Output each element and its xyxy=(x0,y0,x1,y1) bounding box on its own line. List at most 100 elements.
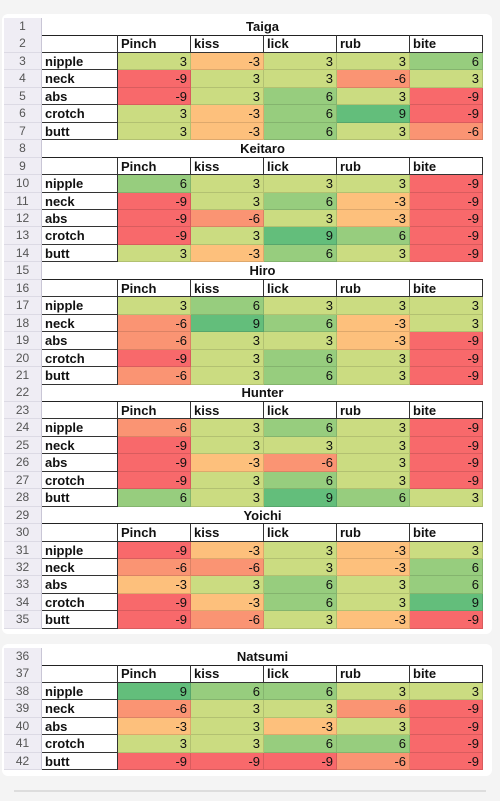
value-cell: -9 xyxy=(410,209,483,228)
value-cell: 6 xyxy=(118,175,191,193)
value-cell: 3 xyxy=(264,209,337,228)
column-header: bite xyxy=(410,157,483,176)
row-number: 32 xyxy=(4,558,42,577)
column-header: lick xyxy=(264,35,337,53)
value-cell: -9 xyxy=(410,611,483,629)
value-cell: -9 xyxy=(118,192,191,210)
value-cell: 9 xyxy=(410,593,483,612)
row-label: butt xyxy=(42,611,118,629)
column-header: bite xyxy=(410,35,483,53)
column-header: kiss xyxy=(191,35,264,53)
divider xyxy=(14,790,486,792)
value-cell: -3 xyxy=(337,558,410,577)
row-number: 24 xyxy=(4,419,42,437)
value-cell: -6 xyxy=(118,367,191,385)
value-cell: 6 xyxy=(337,735,410,753)
row-label: nipple xyxy=(42,52,118,71)
value-cell: 3 xyxy=(337,576,410,594)
value-cell: -9 xyxy=(410,419,483,437)
value-cell: -3 xyxy=(191,244,264,263)
row-label: abs xyxy=(42,332,118,350)
row-number: 19 xyxy=(4,332,42,350)
value-cell: -9 xyxy=(410,717,483,736)
row-number: 16 xyxy=(4,279,42,298)
row-number: 2 xyxy=(4,35,42,53)
value-cell: 6 xyxy=(264,314,337,333)
value-cell: 3 xyxy=(118,105,191,123)
value-cell: -9 xyxy=(118,70,191,88)
value-cell: -9 xyxy=(191,752,264,771)
row-label: neck xyxy=(42,436,118,455)
value-cell: 3 xyxy=(191,87,264,106)
column-header: rub xyxy=(337,157,410,176)
value-cell: -3 xyxy=(337,314,410,333)
value-cell: 9 xyxy=(264,489,337,507)
value-cell: 3 xyxy=(337,593,410,612)
row-number: 23 xyxy=(4,401,42,420)
value-cell: -9 xyxy=(410,367,483,385)
row-label: abs xyxy=(42,576,118,594)
value-cell: 3 xyxy=(264,297,337,315)
value-cell: 6 xyxy=(264,593,337,612)
value-cell: 3 xyxy=(264,700,337,718)
value-cell: 3 xyxy=(264,436,337,455)
corner-cell xyxy=(42,35,118,53)
row-label: crotch xyxy=(42,735,118,753)
value-cell: 3 xyxy=(337,419,410,437)
value-cell: -6 xyxy=(191,209,264,228)
row-number: 22 xyxy=(4,384,42,402)
row-number: 42 xyxy=(4,752,42,771)
row-number: 37 xyxy=(4,665,42,683)
value-cell: -6 xyxy=(410,122,483,141)
value-cell: -6 xyxy=(118,700,191,718)
value-cell: -3 xyxy=(191,593,264,612)
value-cell: 3 xyxy=(191,175,264,193)
value-cell: 6 xyxy=(264,192,337,210)
value-cell: -3 xyxy=(337,541,410,559)
value-cell: -3 xyxy=(191,122,264,141)
row-label: nipple xyxy=(42,297,118,315)
value-cell: -9 xyxy=(118,611,191,629)
value-cell: 3 xyxy=(118,52,191,71)
row-number: 4 xyxy=(4,70,42,88)
row-label: nipple xyxy=(42,175,118,193)
block-title: Keitaro xyxy=(42,140,483,158)
value-cell: 3 xyxy=(264,70,337,88)
row-number: 5 xyxy=(4,87,42,106)
row-label: butt xyxy=(42,489,118,507)
column-header: rub xyxy=(337,401,410,420)
row-number: 21 xyxy=(4,367,42,385)
value-cell: -9 xyxy=(410,700,483,718)
value-cell: 3 xyxy=(191,419,264,437)
value-cell: 6 xyxy=(264,576,337,594)
value-cell: 3 xyxy=(337,471,410,490)
value-cell: 9 xyxy=(118,682,191,701)
row-number: 36 xyxy=(4,648,42,666)
value-cell: 3 xyxy=(191,192,264,210)
value-cell: -6 xyxy=(191,558,264,577)
row-number: 20 xyxy=(4,349,42,368)
row-label: neck xyxy=(42,314,118,333)
row-number: 6 xyxy=(4,105,42,123)
row-number: 3 xyxy=(4,52,42,71)
value-cell: 3 xyxy=(264,611,337,629)
row-label: crotch xyxy=(42,105,118,123)
row-number: 14 xyxy=(4,244,42,263)
row-label: crotch xyxy=(42,227,118,245)
row-number: 29 xyxy=(4,506,42,525)
value-cell: 3 xyxy=(191,332,264,350)
corner-cell xyxy=(42,524,118,542)
value-cell: 3 xyxy=(410,314,483,333)
column-header: rub xyxy=(337,35,410,53)
value-cell: 3 xyxy=(118,735,191,753)
row-label: neck xyxy=(42,558,118,577)
value-cell: -3 xyxy=(337,332,410,350)
value-cell: -6 xyxy=(191,611,264,629)
block-title: Hunter xyxy=(42,384,483,402)
value-cell: -9 xyxy=(410,244,483,263)
value-cell: 6 xyxy=(264,682,337,701)
column-header: rub xyxy=(337,665,410,683)
value-cell: 3 xyxy=(337,175,410,193)
row-number: 10 xyxy=(4,175,42,193)
value-cell: 3 xyxy=(410,541,483,559)
